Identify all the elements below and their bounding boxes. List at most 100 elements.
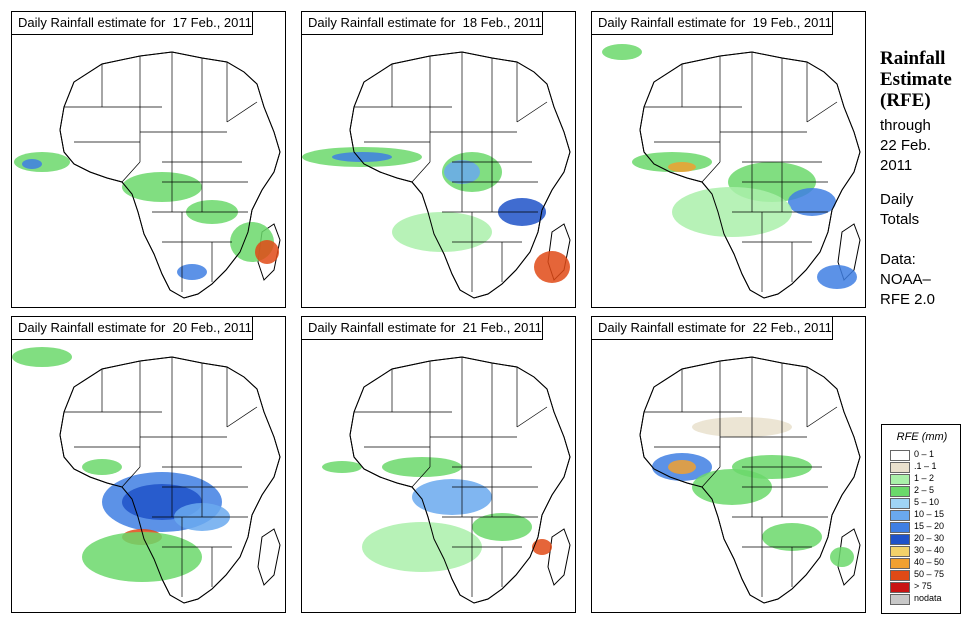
figure-title-line: (RFE) (880, 90, 931, 111)
country-border (516, 101, 548, 123)
africa-outline (349, 356, 571, 604)
legend-swatch (890, 510, 910, 521)
legend-label: 50 – 75 (914, 569, 945, 579)
africa-outline (639, 356, 861, 604)
country-border (121, 466, 141, 488)
rainfall-area (322, 461, 362, 473)
map-panel-19-feb: Daily Rainfall estimate for 19 Feb., 201… (591, 11, 866, 308)
legend-swatch (890, 570, 910, 581)
map-panel-18-feb: Daily Rainfall estimate for 18 Feb., 201… (301, 11, 576, 308)
madagascar-coastline (547, 528, 571, 586)
legend-swatch (890, 558, 910, 569)
rainfall-area (12, 347, 72, 367)
country-border (806, 101, 838, 123)
rainfall-area (788, 188, 836, 216)
panel-title: Daily Rainfall estimate for 17 Feb., 201… (12, 12, 253, 35)
rainfall-area (830, 547, 854, 567)
legend-swatch (890, 450, 910, 461)
rainfall-area (82, 532, 202, 582)
rainfall-area (332, 152, 392, 162)
rainfall-area (382, 457, 462, 477)
country-border (121, 161, 141, 183)
legend-swatch (890, 486, 910, 497)
rainfall-area (817, 265, 857, 289)
through-year: 2011 (880, 157, 913, 174)
legend-swatch (890, 534, 910, 545)
map-panel-17-feb: Daily Rainfall estimate for 17 Feb., 201… (11, 11, 286, 308)
source-line: NOAA– (880, 271, 931, 288)
rainfall-area (532, 539, 552, 555)
legend-label: 1 – 2 (914, 473, 935, 483)
madagascar-coastline (257, 528, 281, 586)
rainfall-map (322, 356, 571, 604)
through-block: through 22 Feb. 2011 (880, 116, 965, 176)
country-border (411, 466, 431, 488)
through-label: through (880, 117, 931, 134)
map-panel-22-feb: Daily Rainfall estimate for 22 Feb., 201… (591, 316, 866, 613)
rfe-legend: RFE (mm) 0 – 1 .1 – 1 1 – 2 2 – 5 5 – 10 10 –… (881, 424, 961, 614)
map-panel-20-feb: Daily Rainfall estimate for 20 Feb., 201… (11, 316, 286, 613)
rainfall-area (668, 162, 696, 172)
data-source-block: Data: NOAA– RFE 2.0 (880, 250, 965, 310)
africa-outline (59, 51, 281, 299)
rainfall-area (762, 523, 822, 551)
legend-swatch (890, 522, 910, 533)
rainfall-map (302, 51, 571, 299)
legend-swatch (890, 594, 910, 605)
africa-outline (349, 51, 571, 299)
legend-label: 10 – 15 (914, 509, 945, 519)
legend-label: 0 – 1 (914, 449, 935, 459)
rainfall-area (472, 513, 532, 541)
source-line: RFE 2.0 (880, 291, 936, 308)
rainfall-area (255, 240, 279, 264)
totals-label: Totals (880, 211, 920, 228)
rainfall-area (692, 417, 792, 437)
panel-title: Daily Rainfall estimate for 19 Feb., 201… (592, 12, 833, 35)
legend-label: 5 – 10 (914, 497, 940, 507)
legend-label: 20 – 30 (914, 533, 945, 543)
panel-title: Daily Rainfall estimate for 18 Feb., 201… (302, 12, 543, 35)
country-border (701, 161, 721, 183)
country-border (516, 406, 548, 428)
rainfall-area (14, 152, 70, 172)
daily-label: Daily (880, 191, 914, 208)
country-border (411, 161, 431, 183)
country-border (806, 406, 838, 428)
figure-title-line: Estimate (880, 69, 952, 90)
legend-label: .1 – 1 (914, 461, 937, 471)
map-panel-21-feb: Daily Rainfall estimate for 21 Feb., 201… (301, 316, 576, 613)
rainfall-area (177, 264, 207, 280)
rainfall-area (534, 251, 570, 283)
rainfall-map (12, 347, 281, 604)
rainfall-area (392, 212, 492, 252)
legend-swatch (890, 546, 910, 557)
figure-title: Rainfall Estimate (RFE) (880, 48, 965, 111)
legend-title: RFE (mm) (896, 431, 948, 443)
legend-label: nodata (914, 593, 942, 603)
africa-outline (59, 356, 281, 604)
rainfall-area (362, 522, 482, 572)
rainfall-map (14, 51, 281, 299)
rainfall-area (412, 479, 492, 515)
legend-label: > 75 (914, 581, 932, 591)
rainfall-area (82, 459, 122, 475)
country-border (226, 101, 258, 123)
panel-title: Daily Rainfall estimate for 20 Feb., 201… (12, 317, 253, 340)
legend-label: 2 – 5 (914, 485, 935, 495)
panel-title: Daily Rainfall estimate for 22 Feb., 201… (592, 317, 833, 340)
through-date: 22 Feb. (880, 137, 931, 154)
daily-totals-block: Daily Totals (880, 190, 965, 230)
legend-swatch (890, 474, 910, 485)
panel-title: Daily Rainfall estimate for 21 Feb., 201… (302, 317, 543, 340)
legend-swatch (890, 498, 910, 509)
legend-label: 40 – 50 (914, 557, 945, 567)
legend-label: 15 – 20 (914, 521, 945, 531)
country-border (701, 466, 721, 488)
rainfall-area (668, 460, 696, 474)
rainfall-area (602, 44, 642, 60)
figure-title-line: Rainfall (880, 48, 946, 69)
legend-swatch (890, 462, 910, 473)
rainfall-map (639, 356, 861, 604)
rainfall-area (22, 159, 42, 169)
legend-label: 30 – 40 (914, 545, 945, 555)
